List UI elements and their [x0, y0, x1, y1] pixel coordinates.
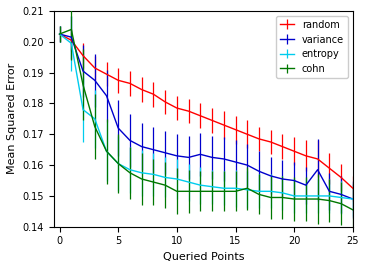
- X-axis label: Queried Points: Queried Points: [163, 252, 244, 262]
- Legend: random, variance, entropy, cohn: random, variance, entropy, cohn: [276, 16, 348, 78]
- Y-axis label: Mean Squared Error: Mean Squared Error: [7, 63, 17, 175]
